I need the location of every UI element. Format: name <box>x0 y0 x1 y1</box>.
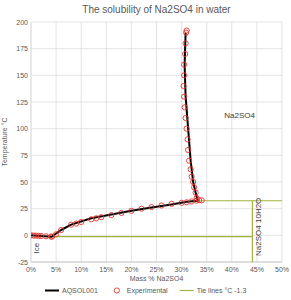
experimental-point <box>188 167 193 172</box>
legend-line <box>45 290 59 292</box>
chart: The solubility of Na2SO4 in water -25 0 25 5… <box>0 0 291 300</box>
legend-line <box>180 290 194 291</box>
x-tick-label: 20% <box>124 266 138 273</box>
experimental-point <box>54 232 59 237</box>
experimental-point <box>109 212 114 217</box>
experimental-point <box>184 126 189 131</box>
experimental-point <box>129 208 134 213</box>
x-grid-line <box>31 22 32 262</box>
x-grid-line <box>231 22 232 262</box>
x-grid-line <box>56 22 57 262</box>
experimental-point <box>94 216 99 221</box>
plot-area <box>31 28 282 262</box>
experimental-point <box>182 62 187 67</box>
y-tick-label: 175 <box>16 45 28 52</box>
experimental-point <box>119 210 124 215</box>
x-grid-line <box>181 22 182 262</box>
y-tick-label: -25 <box>18 259 28 266</box>
series-line <box>52 201 282 262</box>
x-tick-label: 5% <box>51 266 61 273</box>
y-axis-line <box>31 22 32 262</box>
experimental-point <box>149 204 154 209</box>
experimental-point <box>192 185 197 190</box>
experimental-point <box>187 158 192 163</box>
x-tick-label: 25% <box>149 266 163 273</box>
experimental-point <box>199 198 204 203</box>
experimental-point <box>69 222 74 227</box>
title: The solubility of Na2SO4 in water <box>82 4 231 15</box>
legend-marker <box>114 288 119 293</box>
x-grid-line <box>206 22 207 262</box>
x-axis-line <box>31 262 282 263</box>
experimental-point <box>99 215 104 220</box>
experimental-point <box>193 190 198 195</box>
x-axis-label: Mass % Na2SO4 <box>130 275 184 282</box>
experimental-point <box>59 227 64 232</box>
y-grid-line <box>31 262 282 263</box>
legend-label: AQSOL001 <box>62 287 98 295</box>
x-grid-line <box>106 22 107 262</box>
x-tick-label: 15% <box>99 266 113 273</box>
x-tick-label: 30% <box>175 266 189 273</box>
experimental-point <box>182 105 187 110</box>
y-tick-label: 75 <box>20 152 28 159</box>
experimental-point <box>189 174 194 179</box>
grid <box>31 22 282 262</box>
experimental-point <box>181 83 186 88</box>
experimental-point <box>183 51 188 56</box>
y-tick-label: 150 <box>16 72 28 79</box>
y-tick-label: 200 <box>16 19 28 26</box>
experimental-point <box>139 206 144 211</box>
experimental-point <box>159 203 164 208</box>
legend-label: Tie lines °C -1.3 <box>197 287 247 294</box>
x-tick-label: 0% <box>26 266 36 273</box>
y-tick-label: 100 <box>16 125 28 132</box>
experimental-point <box>185 137 190 142</box>
y-tick-label: 125 <box>16 99 28 106</box>
experimental-point <box>74 221 79 226</box>
x-tick-label: 50% <box>275 266 289 273</box>
experimental-point <box>194 195 199 200</box>
experimental-point <box>189 199 194 204</box>
y-tick-label: 25 <box>20 205 28 212</box>
scatter-series <box>31 28 204 239</box>
legend-label: Experimental <box>127 287 168 295</box>
experimental-point <box>183 115 188 120</box>
experimental-point <box>184 28 189 33</box>
experimental-point <box>43 234 48 239</box>
experimental-point <box>89 217 94 222</box>
experimental-point <box>182 94 187 99</box>
annotation: Na2SO4 <box>224 111 255 120</box>
x-tick-label: 45% <box>250 266 264 273</box>
experimental-point <box>38 233 43 238</box>
y-axis-label: Temperature °C <box>1 117 9 166</box>
x-tick-label: 35% <box>200 266 214 273</box>
x-tick-label: 40% <box>225 266 239 273</box>
experimental-point <box>191 179 196 184</box>
experimental-point <box>186 147 191 152</box>
experimental-point <box>184 200 189 205</box>
x-grid-line <box>131 22 132 262</box>
y-tick-label: 50 <box>20 179 28 186</box>
experimental-point <box>182 73 187 78</box>
x-grid-line <box>282 22 283 262</box>
experimental-point <box>79 219 84 224</box>
experimental-point <box>183 41 188 46</box>
x-grid-line <box>81 22 82 262</box>
y-tick-label: 0 <box>24 232 28 239</box>
series-line <box>31 33 198 237</box>
experimental-point <box>179 200 184 205</box>
x-tick-label: 10% <box>74 266 88 273</box>
experimental-point <box>169 201 174 206</box>
x-grid-line <box>156 22 157 262</box>
annotation: Na2SO4 10H2O <box>254 198 263 256</box>
annotation: Ice <box>32 242 41 253</box>
legend: AQSOL001 Experimental Tie lines °C -1.3 <box>45 287 246 295</box>
